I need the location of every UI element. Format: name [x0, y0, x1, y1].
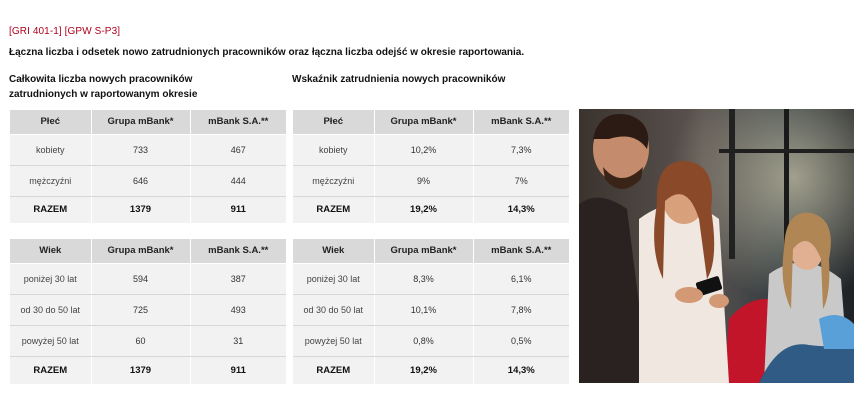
column-header: mBank S.A.**: [473, 239, 569, 264]
table-row: kobiety 733 467: [10, 134, 286, 166]
table-cell: 8,3%: [374, 263, 474, 295]
column-header: Grupa mBank*: [374, 110, 474, 135]
table-row: powyżej 50 lat 0,8% 0,5%: [293, 325, 569, 357]
column-header: Grupa mBank*: [91, 239, 191, 264]
table-cell: 646: [91, 165, 191, 197]
table-row: powyżej 50 lat 60 31: [10, 325, 286, 357]
table-cell: 14,3%: [507, 204, 535, 216]
table-cell: 0,8%: [374, 325, 474, 357]
total-row: RAZEM 19,2% 14,3%: [293, 356, 569, 384]
table-cell: 14,3%: [507, 364, 535, 376]
column-header: Płeć: [10, 110, 92, 135]
table-row: od 30 do 50 lat 10,1% 7,8%: [293, 294, 569, 326]
table-row: mężczyźni 9% 7%: [293, 165, 569, 197]
age-rate-table: Wiek Grupa mBank* mBank S.A.** poniżej 3…: [293, 239, 569, 384]
total-row: RAZEM 1379 911: [10, 196, 286, 223]
column-header: Wiek: [10, 239, 92, 264]
column-header: mBank S.A.**: [190, 110, 286, 135]
table-row: mężczyźni 646 444: [10, 165, 286, 197]
table-cell: 10,2%: [374, 134, 474, 166]
table-cell: 1379: [91, 356, 191, 384]
table-cell: 19,2%: [374, 196, 474, 223]
column-header: mBank S.A.**: [190, 239, 286, 264]
table-row: poniżej 30 lat 594 387: [10, 263, 286, 295]
new-hires-rate-heading: Wskaźnik zatrudnienia nowych pracowników: [292, 74, 506, 85]
row-label: kobiety: [293, 134, 375, 166]
people-with-phone-photo: [579, 109, 854, 383]
new-hires-count-heading: Całkowita liczba nowych pracowników zatr…: [9, 74, 198, 100]
table-cell: 31: [190, 325, 286, 357]
table-header-row: Wiek Grupa mBank* mBank S.A.**: [293, 239, 569, 264]
table-cell: 1379: [91, 196, 191, 223]
total-row: RAZEM 19,2% 14,3%: [293, 196, 569, 223]
table-cell: 9%: [374, 165, 474, 197]
row-label: RAZEM: [293, 196, 375, 223]
table-cell: 594: [91, 263, 191, 295]
gri-reference: [GRI 401-1] [GPW S-P3]: [9, 26, 121, 37]
table-cell: 0,5%: [473, 325, 569, 357]
table-header-row: Płeć Grupa mBank* mBank S.A.**: [10, 110, 286, 135]
table-cell: 19,2%: [374, 356, 474, 384]
column-header: Grupa mBank*: [91, 110, 191, 135]
age-count-table: Wiek Grupa mBank* mBank S.A.** poniżej 3…: [10, 239, 286, 384]
table-cell: 60: [91, 325, 191, 357]
table-cell: 911: [230, 204, 246, 216]
table-cell: 444: [190, 165, 286, 197]
table-cell: 725: [91, 294, 191, 326]
row-label: mężczyźni: [10, 165, 92, 197]
table-cell: 10,1%: [374, 294, 474, 326]
table-cell: 911: [230, 364, 246, 376]
gender-rate-table: Płeć Grupa mBank* mBank S.A.** kobiety 1…: [293, 110, 569, 223]
column-header: Wiek: [293, 239, 375, 264]
table-cell: 7,8%: [473, 294, 569, 326]
table-cell: 6,1%: [473, 263, 569, 295]
row-label: powyżej 50 lat: [10, 325, 92, 357]
column-header: Grupa mBank*: [374, 239, 474, 264]
table-cell: 467: [190, 134, 286, 166]
row-label: RAZEM: [10, 356, 92, 384]
row-label: poniżej 30 lat: [293, 263, 375, 295]
table-cell: 493: [190, 294, 286, 326]
table-header-row: Płeć Grupa mBank* mBank S.A.**: [293, 110, 569, 135]
row-label: poniżej 30 lat: [10, 263, 92, 295]
row-label: od 30 do 50 lat: [10, 294, 92, 326]
total-row: RAZEM 1379 911: [10, 356, 286, 384]
column-header: Płeć: [293, 110, 375, 135]
row-label: mężczyźni: [293, 165, 375, 197]
row-label: kobiety: [10, 134, 92, 166]
row-label: powyżej 50 lat: [293, 325, 375, 357]
row-label: od 30 do 50 lat: [293, 294, 375, 326]
row-label: RAZEM: [10, 196, 92, 223]
table-cell: 733: [91, 134, 191, 166]
table-header-row: Wiek Grupa mBank* mBank S.A.**: [10, 239, 286, 264]
column-header: mBank S.A.**: [473, 110, 569, 135]
section-subtitle: Łączna liczba i odsetek nowo zatrudniony…: [9, 47, 525, 58]
table-cell: 7%: [473, 165, 569, 197]
table-row: poniżej 30 lat 8,3% 6,1%: [293, 263, 569, 295]
table-cell: 387: [190, 263, 286, 295]
table-row: od 30 do 50 lat 725 493: [10, 294, 286, 326]
table-cell: 7,3%: [473, 134, 569, 166]
row-label: RAZEM: [293, 356, 375, 384]
gender-count-table: Płeć Grupa mBank* mBank S.A.** kobiety 7…: [10, 110, 286, 223]
table-row: kobiety 10,2% 7,3%: [293, 134, 569, 166]
